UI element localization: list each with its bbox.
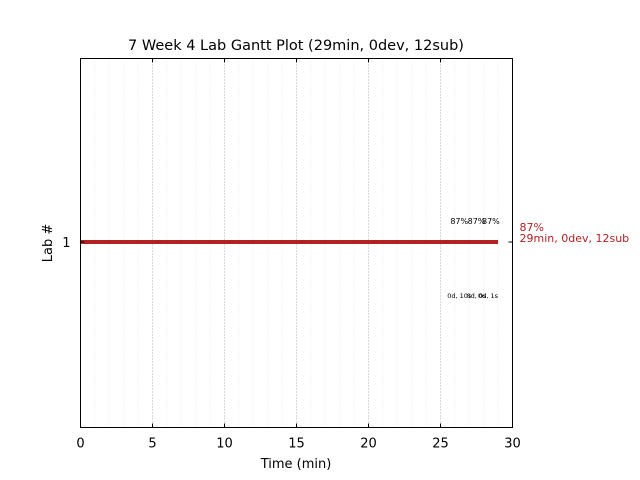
x-tick-label: 10	[216, 437, 233, 452]
x-tick-label: 20	[360, 437, 377, 452]
x-axis-ticks: 0 5 10 15 20 25 30	[76, 58, 521, 452]
lower-annotation: 0d, 10s	[447, 292, 472, 300]
x-tick-label: 15	[288, 437, 305, 452]
bars-layer	[80, 240, 499, 244]
x-axis-label: Time (min)	[260, 457, 332, 472]
bar-percent-label: 87%	[520, 221, 544, 234]
x-tick-label: 25	[432, 437, 449, 452]
upper-annotation: 87%	[450, 217, 468, 226]
y-axis-ticks: 1	[62, 236, 513, 251]
upper-annotation: 87%	[468, 217, 486, 226]
y-axis-label: Lab #	[41, 224, 56, 263]
lower-annotation: 0d, 0s	[467, 292, 488, 300]
x-tick-label: 5	[148, 437, 156, 452]
upper-annotation: 87%	[482, 217, 500, 226]
chart-title: 7 Week 4 Lab Gantt Plot (29min, 0dev, 12…	[128, 38, 464, 54]
bar-summary-label: 29min, 0dev, 12sub	[520, 232, 630, 245]
lower-annotation: 0d, 1s	[478, 292, 499, 300]
x-tick-label: 0	[76, 437, 84, 452]
gantt-bar	[80, 240, 499, 244]
x-tick-label: 30	[504, 437, 521, 452]
y-tick-label: 1	[62, 236, 70, 251]
